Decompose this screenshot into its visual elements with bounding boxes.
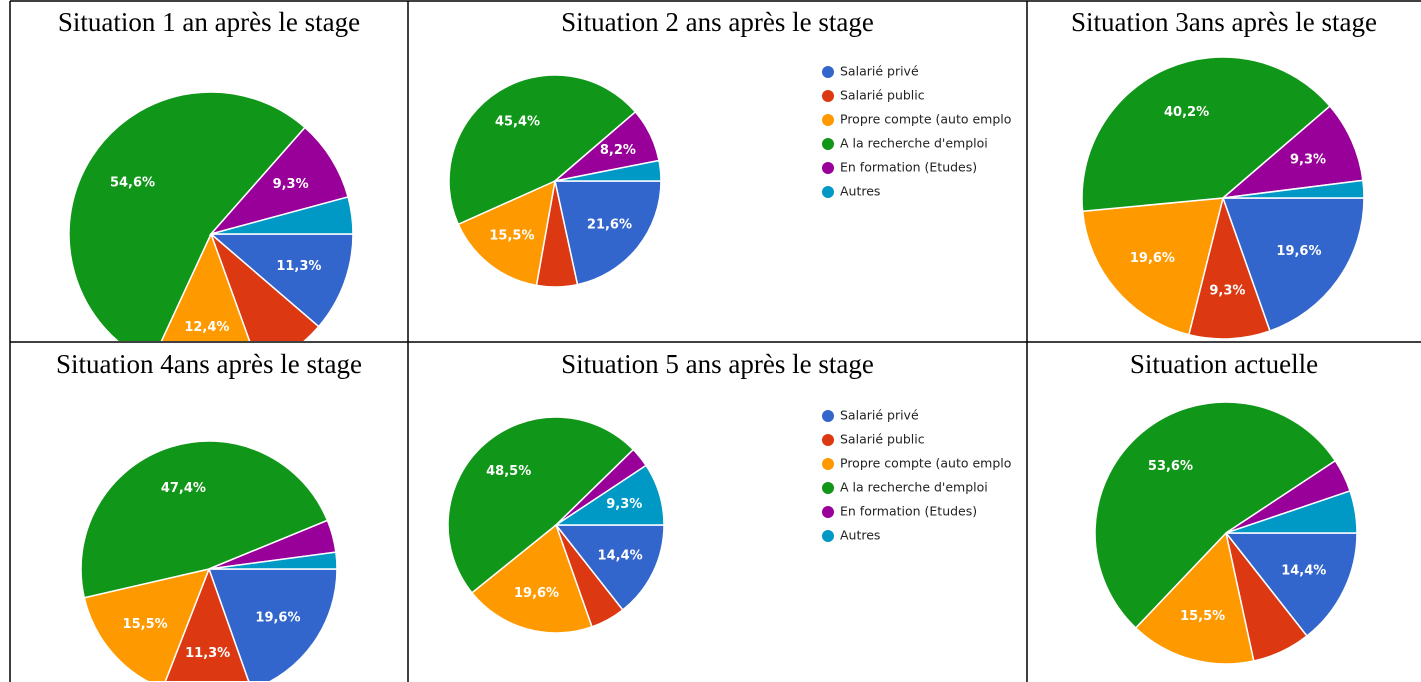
legend-marker <box>822 186 834 198</box>
value-label: 15,5% <box>123 617 168 632</box>
legend-label: Salarié public <box>840 88 925 103</box>
pie-slice <box>554 180 662 286</box>
legend-label: Autres <box>840 528 880 543</box>
legend-label: En formation (Etudes) <box>840 160 977 175</box>
value-label: 12,4% <box>184 320 229 335</box>
legend-marker <box>822 114 834 126</box>
legend-marker <box>822 458 834 470</box>
legend-marker <box>822 138 834 150</box>
pie-slice <box>1081 197 1224 336</box>
pie-slice <box>80 440 329 599</box>
chart-title: Situation 1 an après le stage <box>57 7 361 37</box>
pie-slice <box>1081 56 1331 213</box>
pie-slice <box>1134 531 1255 665</box>
value-label: 14,4% <box>1281 563 1326 578</box>
value-label: 48,5% <box>486 464 531 479</box>
pie-slice <box>1225 490 1358 534</box>
legend-marker <box>822 506 834 518</box>
value-label: 8,2% <box>600 143 636 158</box>
chart-title: Situation 3ans après le stage <box>1071 7 1377 37</box>
chart-title: Situation 2 ans après le stage <box>561 7 874 37</box>
pie-slice <box>457 179 556 287</box>
legend-marker <box>822 434 834 446</box>
pie-slice <box>208 233 354 328</box>
pie-slice <box>447 416 635 594</box>
value-label: 15,5% <box>489 229 534 244</box>
value-label: 9,3% <box>1290 153 1326 168</box>
pie-slice <box>208 126 350 236</box>
legend-label: En formation (Etudes) <box>840 504 977 519</box>
value-label: 9,3% <box>1209 283 1245 298</box>
legend-marker <box>822 66 834 78</box>
pie-slice <box>470 523 593 634</box>
legend-label: Salarié public <box>840 432 925 447</box>
pie-slice <box>1094 401 1337 629</box>
legend-label: Propre compte (auto emplo <box>840 112 1011 127</box>
pie-chart: 11,3% 12,4% 54,6% 9,3% <box>68 91 354 341</box>
pie-slice <box>208 551 338 570</box>
legend-label: Autres <box>840 184 880 199</box>
value-label: 9,3% <box>273 177 309 192</box>
value-label: 19,6% <box>514 586 559 601</box>
pie-slice <box>68 91 306 341</box>
chart-title: Situation actuelle <box>1129 349 1319 379</box>
pie-slice <box>1187 195 1271 340</box>
legend-marker <box>822 530 834 542</box>
value-label: 14,4% <box>598 549 643 564</box>
pie-slice <box>207 568 338 681</box>
value-label: 11,3% <box>276 259 321 274</box>
value-label: 11,3% <box>185 646 230 661</box>
pie-slice <box>209 231 320 341</box>
pie-slice <box>210 196 354 235</box>
value-label: 53,6% <box>1148 459 1193 474</box>
pie-slice <box>1222 179 1365 199</box>
legend-label: Salarié privé <box>840 408 919 423</box>
table-borders <box>9 0 1421 682</box>
chart-title: Situation 5 ans après le stage <box>561 349 874 379</box>
value-label: 47,4% <box>161 481 206 496</box>
pie-chart: 19,6% 11,3% 15,5% 47,4% <box>80 440 338 681</box>
pie-slice <box>553 464 665 526</box>
chart-title: Situation 4ans après le stage <box>56 349 362 379</box>
legend-marker <box>822 90 834 102</box>
pie-slice <box>1220 105 1364 200</box>
pie-slice <box>554 524 665 611</box>
value-label: 9,3% <box>606 497 642 512</box>
pie-chart: 21,6% 15,5% 45,4% 8,2% Salarié privé Salarié … <box>448 64 1011 288</box>
legend-label: A la recherche d'emploi <box>840 480 988 495</box>
value-label: 21,6% <box>587 217 632 232</box>
pie-chart: 14,4% 19,6% 48,5% 9,3% Salarié privé Salarié … <box>447 408 1011 634</box>
pie-slice <box>1224 532 1358 638</box>
value-label: 54,6% <box>110 175 155 190</box>
value-label: 19,6% <box>1130 251 1175 266</box>
pie-slice <box>83 567 211 681</box>
legend-label: Salarié privé <box>840 64 919 79</box>
legend-marker <box>822 162 834 174</box>
legend-label: Propre compte (auto emplo <box>840 456 1011 471</box>
pie-slice <box>164 566 250 681</box>
value-label: 45,4% <box>495 114 540 129</box>
pie-chart: 19,6% 9,3% 19,6% 40,2% 9,3% <box>1081 56 1365 340</box>
pie-slice <box>554 159 662 182</box>
pie-slice <box>160 232 251 341</box>
value-label: 15,5% <box>1180 609 1225 624</box>
legend-marker <box>822 410 834 422</box>
value-label: 19,6% <box>1276 244 1321 259</box>
pie-slice <box>448 74 637 226</box>
pie-chart: 14,4% 15,5% 53,6% <box>1094 401 1358 665</box>
value-label: 40,2% <box>1164 105 1209 120</box>
value-label: 19,6% <box>255 610 300 625</box>
legend-marker <box>822 482 834 494</box>
legend-label: A la recherche d'emploi <box>840 136 988 151</box>
